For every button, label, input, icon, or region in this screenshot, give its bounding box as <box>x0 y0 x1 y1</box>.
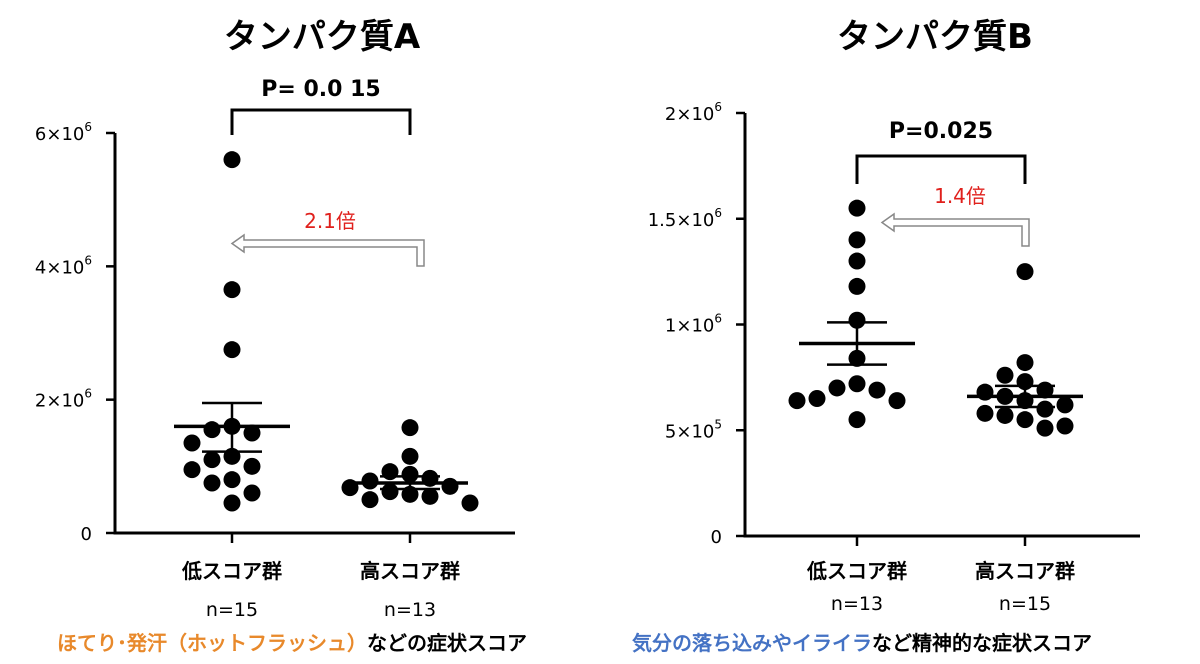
x-tick-label: 高スコア群 <box>360 559 460 583</box>
chart-title: タンパク質A <box>224 17 421 57</box>
data-point <box>1016 354 1034 372</box>
data-point <box>401 465 419 483</box>
data-point <box>1016 411 1034 429</box>
data-point <box>421 487 439 505</box>
y-tick-label: 6×106 <box>35 120 92 145</box>
data-point <box>203 474 221 492</box>
x-tick-label: 低スコア群 <box>181 559 282 583</box>
fold-change-label: 2.1倍 <box>304 209 356 233</box>
y-tick-label: 2×106 <box>665 100 722 125</box>
data-point <box>401 419 419 437</box>
data-point <box>183 434 201 452</box>
data-point <box>203 421 221 439</box>
data-point <box>401 447 419 465</box>
data-point <box>888 392 906 410</box>
data-point <box>808 390 826 408</box>
data-point <box>996 406 1014 424</box>
chart-protein-a: タンパク質A 0 2×106 4×106 6×106 低スコア群 n=15 高スコア群 n=13… <box>35 17 527 655</box>
data-point <box>223 281 241 299</box>
y-tick-label: 2×106 <box>35 387 92 412</box>
data-point <box>223 341 241 359</box>
y-tick-label: 0 <box>711 527 722 548</box>
x-tick-label: 低スコア群 <box>806 559 907 583</box>
data-point <box>361 491 379 509</box>
data-point <box>848 375 866 393</box>
data-point <box>848 311 866 329</box>
data-point <box>243 484 261 502</box>
data-point <box>868 381 886 399</box>
chart-caption: 気分の落ち込みやイライラなど精神的な症状スコア <box>632 631 1092 655</box>
fold-change-label: 1.4倍 <box>934 184 986 208</box>
data-point <box>361 472 379 490</box>
chart-title: タンパク質B <box>837 17 1033 57</box>
sample-size-label: n=15 <box>206 599 258 621</box>
data-point <box>223 151 241 169</box>
y-tick-label: 1.5×106 <box>648 206 722 231</box>
x-tick-label: 高スコア群 <box>975 559 1075 583</box>
data-point <box>1016 263 1034 281</box>
data-point <box>1056 396 1074 414</box>
data-point <box>1036 419 1054 437</box>
data-point <box>788 392 806 410</box>
p-value-label: P=0.025 <box>889 119 993 144</box>
data-point <box>381 483 399 501</box>
data-point <box>461 494 479 512</box>
data-point <box>203 451 221 469</box>
chart-protein-b: タンパク質B 0 5×105 1×106 1.5×106 2×106 低スコア群 n=13 高ス… <box>632 17 1140 655</box>
p-value-label: P= 0.0 15 <box>261 77 380 102</box>
data-point <box>828 379 846 397</box>
sample-size-label: n=15 <box>999 593 1051 615</box>
data-point <box>976 404 994 422</box>
sample-size-label: n=13 <box>831 593 883 615</box>
data-point <box>848 199 866 217</box>
data-point <box>1056 417 1074 435</box>
chart-caption: ほてり･発汗（ホットフラッシュ）などの症状スコア <box>57 631 527 655</box>
data-point <box>381 463 399 481</box>
data-point <box>1036 400 1054 418</box>
sample-size-label: n=13 <box>384 599 436 621</box>
data-point <box>223 494 241 512</box>
data-point <box>223 471 241 489</box>
data-point <box>848 252 866 270</box>
data-point <box>848 277 866 295</box>
data-point <box>243 457 261 475</box>
significance-bracket <box>230 108 412 135</box>
y-tick-label: 4×106 <box>35 253 92 278</box>
y-tick-label: 5×105 <box>665 417 722 442</box>
y-tick-label: 1×106 <box>665 312 722 337</box>
significance-bracket <box>855 154 1027 184</box>
fold-change-arrow <box>880 212 1030 247</box>
fold-change-arrow <box>230 233 425 267</box>
y-tick-label: 0 <box>81 524 92 545</box>
data-point <box>996 366 1014 384</box>
data-point <box>848 411 866 429</box>
data-point <box>441 477 459 495</box>
data-point <box>243 424 261 442</box>
data-point <box>848 231 866 249</box>
data-point <box>183 461 201 479</box>
